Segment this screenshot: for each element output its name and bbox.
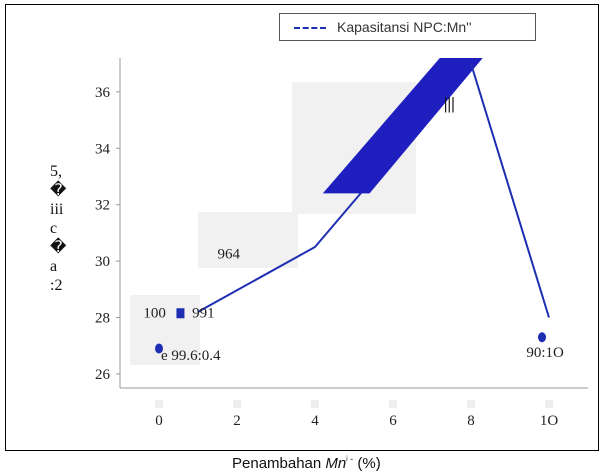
y-tick-label: 36: [95, 85, 111, 101]
series-drop-line: [470, 63, 550, 318]
y-tick-label: 28: [95, 310, 110, 326]
data-label: 964: [218, 246, 241, 262]
y-axis-title-fragment: �: [50, 182, 67, 199]
legend: Kapasitansi NPC:Mn'': [279, 13, 536, 41]
x-tick-mark: [233, 400, 241, 408]
data-label: 90:1O: [526, 345, 564, 361]
x-tick-label: 6: [389, 413, 397, 429]
background-block-2: [130, 295, 200, 365]
y-axis-title-fragment: �: [50, 239, 67, 256]
chart-frame: [5, 4, 599, 451]
y-axis-title-fragment: iii: [50, 201, 64, 218]
x-tick-mark: [155, 400, 163, 408]
x-tick-label: 0: [155, 413, 163, 429]
y-axis-title-fragment: :2: [50, 277, 63, 294]
x-tick-label: 1O: [540, 413, 559, 429]
series-band: [322, 58, 483, 194]
y-tick-label: 26: [95, 367, 111, 383]
x-tick-mark: [389, 400, 397, 408]
x-tick-label: 8: [467, 413, 475, 429]
y-tick-label: 32: [95, 198, 110, 214]
x-axis-title: Penambahan Mnʲ - (%): [232, 454, 381, 472]
x-tick-mark: [545, 400, 553, 408]
legend-swatch: [294, 27, 326, 29]
x-axis-title-unit: (%): [353, 455, 381, 472]
y-axis-title-fragment: 5,: [50, 163, 62, 180]
y-axis-title-fragments: 5, � iii c � a :2: [50, 162, 72, 295]
data-point: [155, 343, 163, 354]
data-label: 100: [143, 305, 166, 321]
x-tick-mark: [467, 400, 475, 408]
legend-label: Kapasitansi NPC:Mn'': [337, 19, 472, 35]
x-tick-label: 4: [311, 413, 319, 429]
x-axis-title-sup: ʲ -: [346, 454, 354, 464]
data-label: e 99.6:0.4: [161, 348, 221, 364]
x-tick-mark: [311, 400, 319, 408]
y-axis-title-fragment: c: [50, 220, 58, 237]
vertical-bars-glyph: |||: [444, 94, 455, 113]
y-tick-label: 34: [95, 141, 111, 157]
data-point: [176, 308, 185, 319]
background-block-0: [198, 212, 298, 268]
data-point: [538, 332, 546, 343]
x-tick-label: 2: [233, 413, 241, 429]
data-label: 991: [192, 305, 215, 321]
x-axis-title-mn: Mn: [325, 455, 347, 472]
y-axis-title-fragment: a: [50, 258, 58, 275]
y-tick-label: 30: [95, 254, 110, 270]
x-axis-title-base: Penambahan: [232, 455, 326, 472]
